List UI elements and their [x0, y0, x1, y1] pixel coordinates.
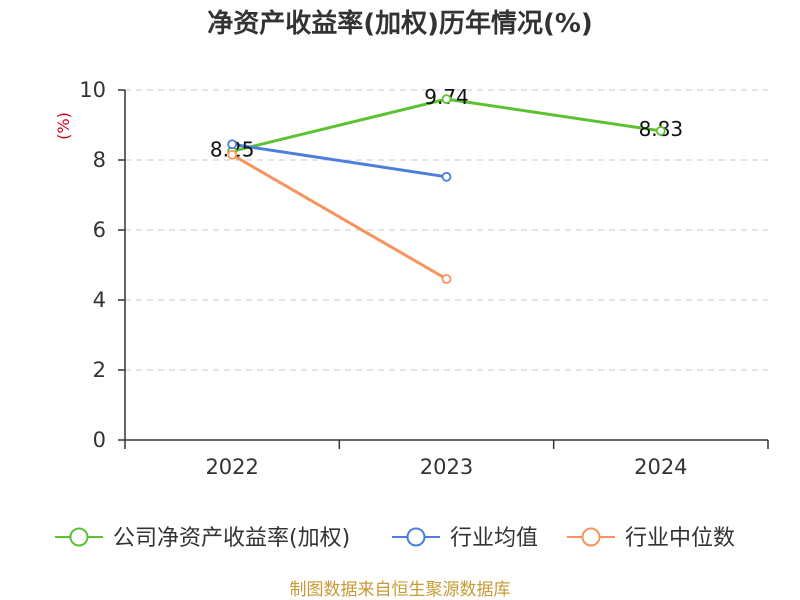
- legend: 公司净资产收益率(加权) 行业均值 行业中位数: [55, 526, 735, 551]
- legend-item-company-roe: 公司净资产收益率(加权): [55, 526, 350, 551]
- data-point-industry-median-2022: [227, 149, 238, 160]
- y-tick-label-4: 4: [93, 288, 106, 312]
- legend-label-industry-median: 行业中位数: [625, 526, 735, 551]
- data-source-note: 制图数据来自恒生聚源数据库: [290, 580, 511, 600]
- y-tick-label-6: 6: [93, 218, 106, 242]
- data-point-company-roe-2023: [441, 94, 452, 104]
- series-line-industry-average: [230, 142, 448, 179]
- series-line-industry-median: [230, 153, 448, 281]
- legend-label-company-roe: 公司净资产收益率(加权): [113, 526, 350, 551]
- legend-item-industry-median: 行业中位数: [567, 526, 735, 551]
- y-tick-label-8: 8: [93, 148, 106, 172]
- gridlines: [125, 89, 768, 371]
- y-tick-label-2: 2: [93, 358, 106, 382]
- legend-marker-industry-average: [406, 527, 426, 547]
- data-point-industry-average-2023: [441, 171, 452, 182]
- data-point-industry-average-2022: [227, 139, 238, 150]
- data-point-company-roe-2024: [655, 126, 666, 136]
- x-tick-label-2023: 2023: [420, 455, 473, 479]
- legend-marker-industry-median: [581, 527, 601, 547]
- y-tick-label-0: 0: [93, 428, 106, 452]
- x-tick-label-2024: 2024: [634, 455, 687, 479]
- chart-title: 净资产收益率(加权)历年情况(%): [207, 8, 593, 39]
- data-point-industry-median-2023: [441, 274, 452, 284]
- data-points: [227, 94, 666, 284]
- y-axis-label: (%): [54, 112, 73, 140]
- legend-marker-company-roe: [69, 527, 89, 547]
- axes: 0 2 4 6 8 10 2022 2023 2024: [79, 78, 769, 479]
- legend-label-industry-average: 行业均值: [450, 526, 538, 551]
- y-tick-label-10: 10: [79, 78, 106, 102]
- x-tick-label-2022: 2022: [205, 455, 258, 479]
- legend-item-industry-average: 行业均值: [392, 526, 538, 551]
